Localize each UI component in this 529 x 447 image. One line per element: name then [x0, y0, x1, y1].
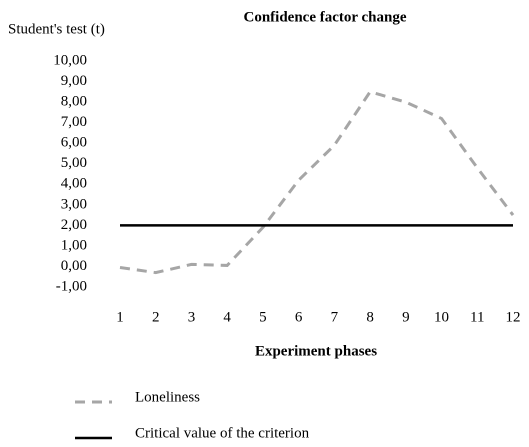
x-tick-label: 9 — [402, 309, 410, 325]
y-axis-title: Student's test (t) — [8, 21, 105, 37]
x-tick-label: 6 — [295, 309, 303, 325]
y-tick-label: -1,00 — [56, 278, 87, 294]
chart-title: Confidence factor change — [243, 9, 406, 25]
x-tick-label: 7 — [331, 309, 339, 325]
legend-label: Loneliness — [135, 389, 200, 405]
x-tick-label: 12 — [506, 309, 521, 325]
y-tick-label: 0,00 — [61, 258, 87, 274]
x-axis-title: Experiment phases — [255, 343, 377, 359]
y-tick-label: 4,00 — [61, 176, 87, 192]
y-tick-label: 6,00 — [61, 135, 87, 151]
y-tick-label: 10,00 — [53, 52, 87, 68]
y-tick-label: 2,00 — [61, 217, 87, 233]
x-tick-label: 2 — [152, 309, 160, 325]
x-tick-label: 10 — [434, 309, 449, 325]
x-tick-label: 4 — [223, 309, 231, 325]
y-tick-label: 5,00 — [61, 155, 87, 171]
x-tick-label: 11 — [470, 309, 484, 325]
legend-label: Critical value of the criterion — [135, 425, 310, 441]
x-tick-label: 3 — [188, 309, 196, 325]
y-tick-label: 9,00 — [61, 73, 87, 89]
y-tick-label: 1,00 — [61, 237, 87, 253]
y-tick-label: 8,00 — [61, 94, 87, 110]
series-line — [119, 90, 515, 275]
y-tick-label: 7,00 — [61, 114, 87, 130]
x-tick-label: 5 — [259, 309, 267, 325]
x-tick-label: 8 — [366, 309, 374, 325]
y-tick-label: 3,00 — [61, 196, 87, 212]
x-tick-label: 1 — [116, 309, 124, 325]
